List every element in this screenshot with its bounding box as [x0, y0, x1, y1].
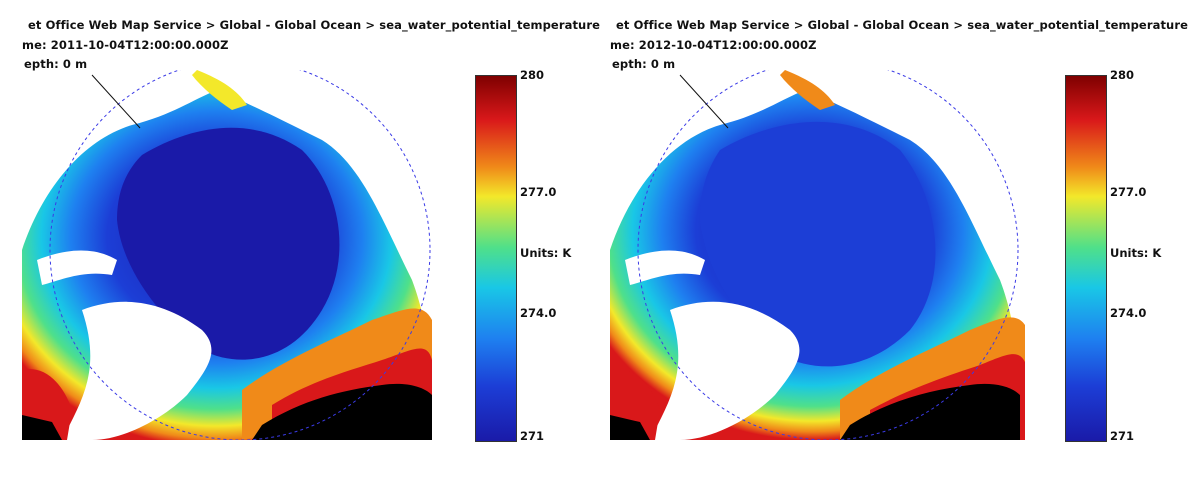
colorbar [475, 75, 517, 442]
black-land [840, 383, 1020, 440]
service-breadcrumb: et Office Web Map Service > Global - Glo… [616, 18, 1188, 32]
colorbar-units: Units: K [1110, 246, 1162, 260]
black-land-corner [22, 415, 62, 440]
white-archipelago [37, 250, 117, 285]
white-landmass [650, 301, 800, 440]
white-land-top [780, 70, 835, 110]
colorbar [1065, 75, 1107, 442]
colorbar-min: 271 [1110, 429, 1135, 443]
time-label: me: 2011-10-04T12:00:00.000Z [22, 38, 229, 52]
white-land-top [192, 70, 247, 110]
arctic-temperature-map[interactable] [610, 70, 1050, 440]
service-breadcrumb: et Office Web Map Service > Global - Glo… [28, 18, 600, 32]
black-land-corner [610, 415, 650, 440]
colorbar-max: 280 [520, 68, 545, 82]
colorbar-min: 271 [520, 429, 545, 443]
meridian-line [679, 74, 729, 129]
colorbar-upper-mid: 277.0 [1110, 185, 1147, 199]
colorbar-upper-mid: 277.0 [520, 185, 557, 199]
meridian-line [91, 74, 141, 129]
colorbar-lower-mid: 274.0 [1110, 306, 1147, 320]
colorbar-lower-mid: 274.0 [520, 306, 557, 320]
cold-core [117, 127, 340, 360]
white-landmass [62, 301, 212, 440]
colorbar-units: Units: K [520, 246, 572, 260]
depth-label: epth: 0 m [612, 57, 676, 71]
latitude-circle [637, 70, 1019, 440]
time-label: me: 2012-10-04T12:00:00.000Z [610, 38, 817, 52]
arctic-temperature-map[interactable] [22, 70, 462, 440]
map-panel-2012: et Office Web Map Service > Global - Glo… [588, 0, 1188, 480]
latitude-circle [49, 70, 431, 440]
black-land [252, 383, 432, 440]
map-panel-2011: et Office Web Map Service > Global - Glo… [22, 18, 600, 443]
depth-label: epth: 0 m [24, 57, 88, 71]
white-archipelago [625, 250, 705, 285]
colorbar-max: 280 [1110, 68, 1135, 82]
cold-core [700, 121, 936, 367]
